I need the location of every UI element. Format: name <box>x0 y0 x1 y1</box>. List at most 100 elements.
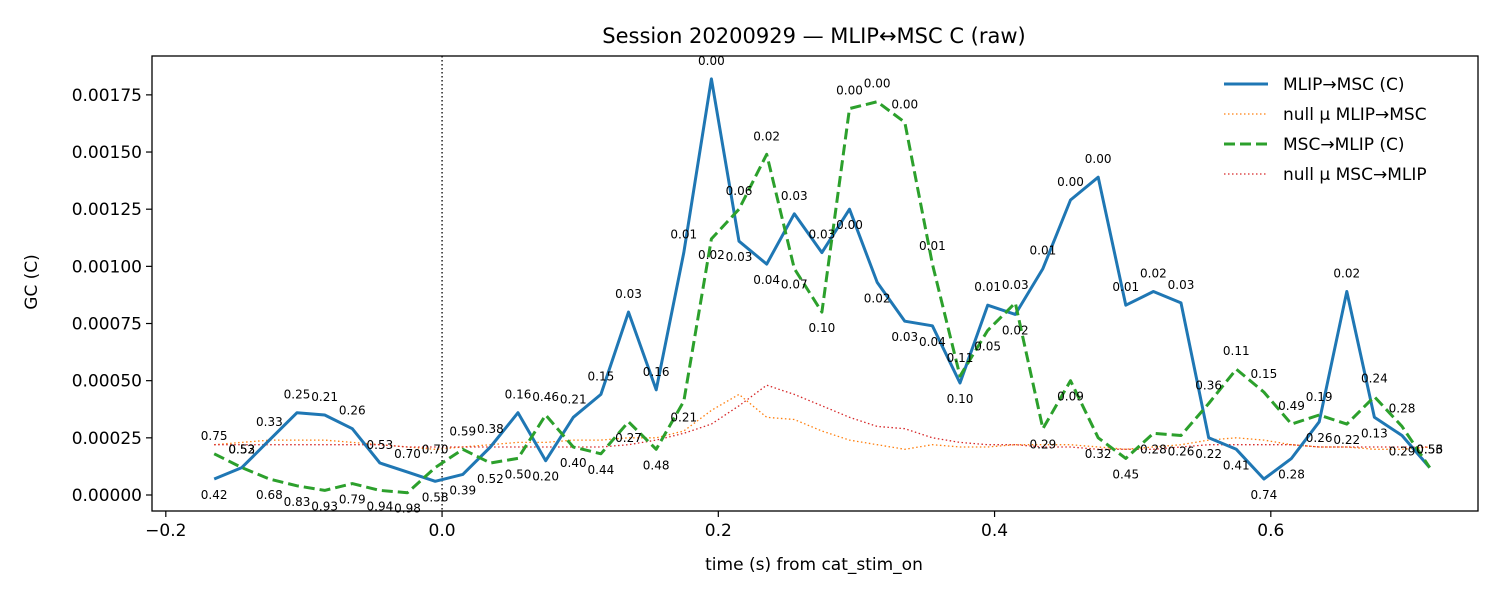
p-value-label: 0.19 <box>1306 390 1333 404</box>
plot-area: 0.420.530.330.25 0.210.260.530.700.58 0.39… <box>72 54 1479 541</box>
p-value-label: 0.16 <box>643 365 670 379</box>
legend-label-0: MLIP→MSC (C) <box>1283 75 1405 95</box>
p-value-label: 0.21 <box>560 392 587 406</box>
p-value-label: 0.02 <box>698 248 725 262</box>
p-value-label: 0.41 <box>1223 458 1250 472</box>
p-value-label: 0.03 <box>1002 278 1029 292</box>
p-value-label: 0.10 <box>809 321 836 335</box>
y-tick-label: 0.00025 <box>72 429 142 449</box>
p-value-label: 0.70 <box>394 447 421 461</box>
axes-frame <box>151 55 1479 512</box>
p-value-label: 0.00 <box>836 218 863 232</box>
p-value-label: 0.27 <box>615 431 642 445</box>
p-value-label: 0.15 <box>1251 367 1278 381</box>
p-value-label: 0.26 <box>1168 445 1195 459</box>
p-value-label: 0.39 <box>449 483 476 497</box>
p-value-label: 0.26 <box>339 404 366 418</box>
p-value-label: 0.01 <box>670 228 697 242</box>
p-value-label: 0.32 <box>1085 447 1112 461</box>
p-value-label: 0.04 <box>919 335 946 349</box>
p-value-label: 0.75 <box>201 429 228 443</box>
chart-title: Session 20200929 — MLIP↔MSC C (raw) <box>602 24 1026 48</box>
y-tick-label: 0.00150 <box>72 143 142 163</box>
x-axis-label: time (s) from cat_stim_on <box>705 555 923 575</box>
p-value-label: 0.38 <box>477 422 504 436</box>
p-value-label: 0.02 <box>864 291 891 305</box>
p-value-label: 0.45 <box>1112 467 1139 481</box>
p-value-label: 0.02 <box>1002 323 1029 337</box>
p-value-label: 0.56 <box>1416 443 1443 457</box>
y-tick-label: 0.00050 <box>72 372 142 392</box>
p-value-label: 0.00 <box>1057 175 1084 189</box>
p-value-label: 0.93 <box>311 499 338 513</box>
y-tick-label: 0.00100 <box>72 257 142 277</box>
p-value-label: 0.16 <box>505 388 532 402</box>
p-value-label: 0.53 <box>228 443 255 457</box>
p-value-label: 0.28 <box>1389 401 1416 415</box>
p-value-label: 0.70 <box>422 443 449 457</box>
p-value-label: 0.50 <box>505 467 532 481</box>
p-value-label: 0.00 <box>891 97 918 111</box>
p-value-label: 0.22 <box>1333 433 1360 447</box>
y-tick-label: 0.00125 <box>72 200 142 220</box>
p-value-label: 0.03 <box>726 250 753 264</box>
p-value-label: 0.58 <box>422 490 449 504</box>
p-value-label: 0.24 <box>1361 372 1388 386</box>
p-value-label: 0.48 <box>643 458 670 472</box>
p-value-label: 0.03 <box>615 287 642 301</box>
p-value-label: 0.42 <box>201 488 228 502</box>
p-value-label: 0.52 <box>228 443 255 457</box>
y-tick-label: 0.00000 <box>72 486 142 506</box>
p-value-label: 0.49 <box>1278 399 1305 413</box>
p-value-label: 0.10 <box>947 392 974 406</box>
p-value-label: 0.44 <box>588 463 615 477</box>
series-line-0 <box>213 77 1431 483</box>
legend-label-3: null μ MSC→MLIP <box>1283 165 1427 185</box>
p-value-label: 0.03 <box>781 189 808 203</box>
p-value-label: 0.00 <box>836 84 863 98</box>
p-value-label: 0.05 <box>974 339 1001 353</box>
p-value-label: 0.01 <box>1112 280 1139 294</box>
p-value-label: 0.53 <box>1416 443 1443 457</box>
p-value-label: 0.03 <box>809 228 836 242</box>
p-value-label: 0.11 <box>947 351 974 365</box>
p-value-label: 0.06 <box>726 184 753 198</box>
y-tick-label: 0.00075 <box>72 315 142 335</box>
p-value-label: 0.53 <box>367 438 394 452</box>
series-line-2 <box>213 100 1431 495</box>
p-value-label: 0.04 <box>753 273 780 287</box>
p-value-label: 0.46 <box>532 390 559 404</box>
x-tick-label: 0.4 <box>981 521 1008 541</box>
p-value-label: 0.83 <box>284 495 311 509</box>
y-tick-label: 0.00175 <box>72 86 142 106</box>
x-tick-label: 0.2 <box>705 521 732 541</box>
y-axis-label: GC (C) <box>22 254 42 310</box>
p-value-label: 0.98 <box>394 502 421 516</box>
p-value-label: 0.02 <box>1333 267 1360 281</box>
p-value-label: 0.29 <box>1389 445 1416 459</box>
legend: MLIP→MSC (C) null μ MLIP→MSC MSC→MLIP (C) n… <box>1224 75 1427 185</box>
x-tick-label: 0.0 <box>429 521 456 541</box>
series-line-1 <box>214 393 1430 450</box>
p-value-label: 0.03 <box>891 330 918 344</box>
p-value-label: 0.25 <box>284 388 311 402</box>
p-value-label: 0.36 <box>1195 379 1222 393</box>
p-value-label: 0.74 <box>1251 488 1278 502</box>
p-value-label: 0.11 <box>1223 344 1250 358</box>
legend-label-2: MSC→MLIP (C) <box>1283 135 1405 155</box>
p-value-label: 0.01 <box>919 239 946 253</box>
p-value-label: 0.52 <box>477 472 504 486</box>
p-value-label: 0.01 <box>1030 244 1057 258</box>
p-value-label: 0.22 <box>1195 447 1222 461</box>
p-value-label: 0.28 <box>1140 442 1167 456</box>
p-value-label: 0.29 <box>1030 438 1057 452</box>
p-value-label: 0.02 <box>753 129 780 143</box>
p-value-label: 0.59 <box>449 424 476 438</box>
p-value-label: 0.20 <box>532 470 559 484</box>
p-value-label: 0.00 <box>698 54 725 68</box>
p-value-label: 0.21 <box>311 390 338 404</box>
p-value-label: 0.07 <box>781 278 808 292</box>
